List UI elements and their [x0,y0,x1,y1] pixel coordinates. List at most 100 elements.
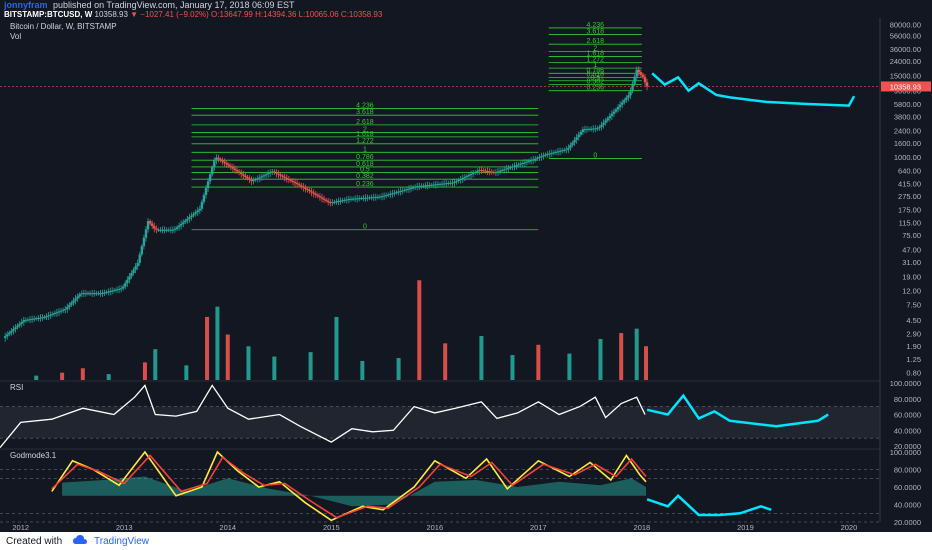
candle-body [411,187,415,189]
candle-body [266,173,270,175]
candle-body [68,304,71,307]
candle-body [215,157,218,161]
candle-body [438,183,442,185]
candle-body [436,184,440,186]
fib-level-label: 2.618 [587,38,605,45]
candle-body [529,160,533,162]
candle-body [486,170,489,172]
fib-level-label: 0.786 [356,154,374,161]
candle-body [409,188,413,190]
candle-body [242,174,245,176]
candle-body [202,194,206,202]
volume-bar [360,360,365,380]
candle-body [639,72,643,75]
candle-body [124,283,127,287]
candle-body [395,192,398,194]
price-axis-tick: 47.00 [902,245,921,254]
fib-level-label: 2 [363,127,367,134]
candle-body [457,180,460,182]
candle-body [86,293,90,295]
candle-body [99,293,102,295]
candle-body [88,293,92,295]
candle-body [188,217,191,219]
candle-body [422,185,425,187]
last-price-badge [881,81,931,92]
candle-body [610,113,614,117]
candle-body [351,198,355,200]
candle-body [171,229,175,231]
rsi-axis-tick: 60.0000 [894,411,921,420]
candle-body [333,201,336,203]
candle-body [198,208,202,211]
candle-body [471,173,475,175]
candle-body [637,69,640,73]
tradingview-link[interactable]: TradingView [94,536,150,547]
candle-body [211,167,214,175]
candle-body [507,167,510,169]
candle-body [237,171,241,173]
price-axis-tick: 0.80 [906,368,921,377]
candle-body [320,197,324,199]
candle-body [128,276,131,280]
candle-body [165,229,168,231]
price-axis-tick: 415.00 [898,180,921,189]
candle-body [587,128,591,130]
candle-body [208,174,212,182]
candle-body [12,329,15,331]
candle-body [621,102,624,105]
fib-level-label: 0.5 [590,75,600,82]
candle-body [252,180,255,182]
candle-body [93,293,96,295]
candle-body [581,129,585,132]
chart-canvas[interactable]: 80000.00 56000.00 36000.00 24000.00 15000.00… [0,0,932,532]
candle-body [523,162,527,164]
candle-body [339,200,342,202]
candle-body [594,128,597,130]
volume-bar [598,338,603,380]
candle-body [308,190,311,192]
rsi-axis-tick: 80.0000 [894,395,921,404]
candle-body [428,184,431,186]
price-axis-tick: 3800.00 [894,113,921,122]
ohlc-values: O:13647.99 H:14394.36 L:10065.06 C:10358… [211,10,383,19]
time-axis-tick: 2020 [841,523,858,532]
candle-body [447,183,450,185]
candle-body [374,196,378,198]
price-axis-tick: 640.00 [898,167,921,176]
candle-body [109,290,112,292]
symbol-name[interactable]: BITSTAMP:BTCUSD, W [4,10,93,19]
candle-body [30,318,34,320]
candle-body [61,309,65,311]
volume-bar [417,280,422,380]
volume-bar [308,352,313,380]
candle-body [244,175,247,177]
volume-bar [184,365,189,380]
candle-body [161,229,164,231]
candle-body [405,189,409,191]
volume-bar [205,316,210,380]
candle-body [291,180,295,183]
candle-body [20,321,23,324]
candle-body [571,142,574,146]
price-axis-tick: 175.00 [898,206,921,215]
candle-body [353,198,357,200]
candle-body [366,197,369,199]
fib-level-label: 4.236 [587,22,605,29]
candle-body [219,159,222,161]
candle-body [298,184,301,186]
candle-body [64,309,67,311]
candle-body [295,183,299,185]
publisher-username[interactable]: jonnyfram [4,0,48,10]
candle-body [627,95,630,98]
candle-body [107,291,110,293]
price-axis-tick: 1000.00 [894,153,921,162]
candle-body [142,237,146,247]
candle-body [355,198,359,200]
candle-body [573,139,576,143]
candle-body [28,319,32,321]
candle-body [403,189,406,191]
candle-body [393,192,396,194]
candle-body [426,185,429,187]
candle-body [467,175,471,177]
candle-body [511,166,514,168]
